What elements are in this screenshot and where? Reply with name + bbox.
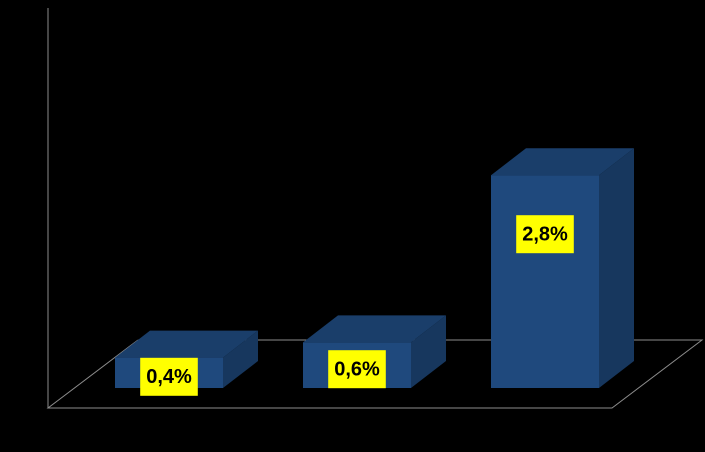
bar (491, 175, 599, 388)
bar-top (303, 315, 446, 343)
value-label: 0,6% (334, 358, 380, 380)
value-label: 0,4% (146, 366, 192, 388)
value-label-background (516, 215, 574, 254)
bar-side (411, 315, 446, 388)
bar-side (223, 330, 258, 388)
value-label: 2,8% (522, 223, 568, 245)
bar-top (115, 330, 258, 358)
bar-side (599, 148, 634, 388)
value-label-background (328, 350, 386, 389)
bar-top (491, 148, 634, 176)
value-label-background (140, 357, 198, 396)
